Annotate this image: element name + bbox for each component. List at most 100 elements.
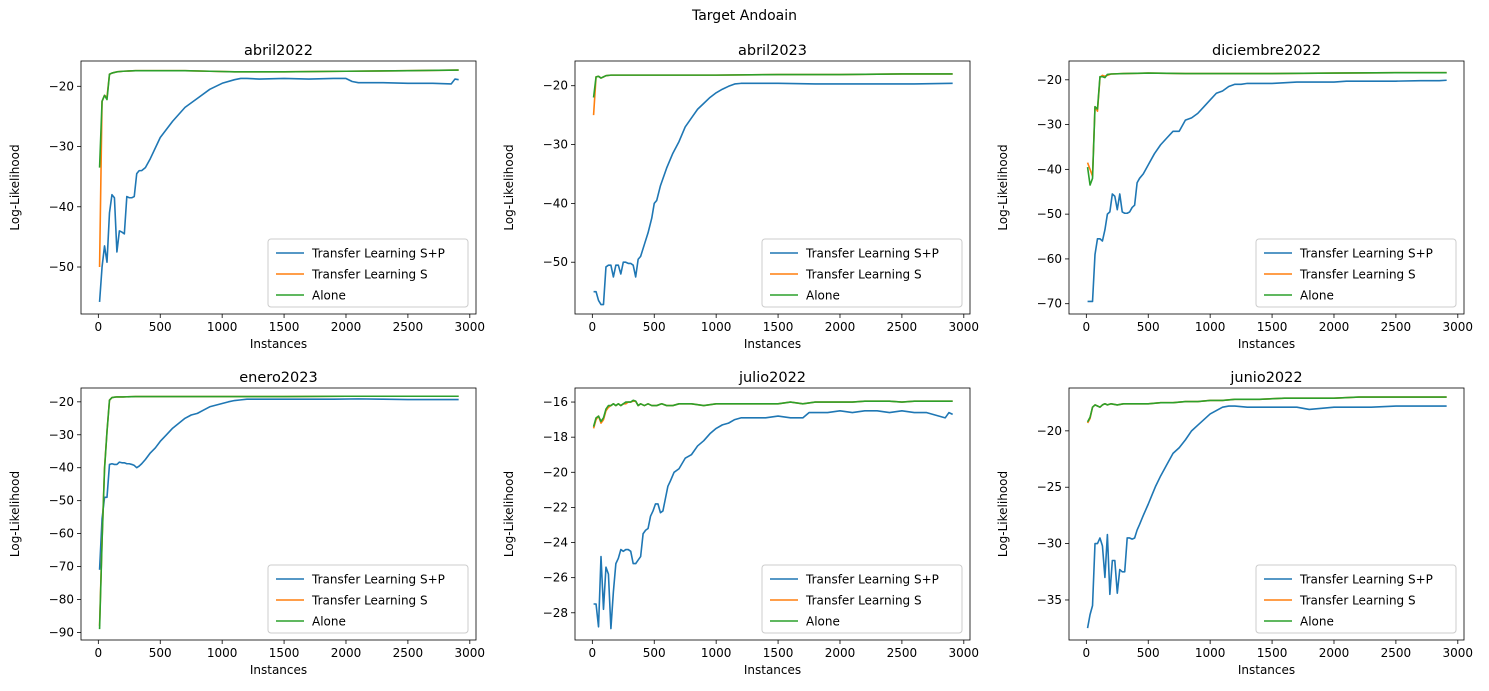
- y-tick-label: −40: [49, 200, 74, 214]
- x-tick-label: 2000: [331, 646, 362, 660]
- axes-frame: [80, 387, 477, 641]
- y-tick-label: −50: [543, 255, 568, 269]
- x-tick-label: 2000: [331, 320, 362, 334]
- y-tick-label: −20: [49, 395, 74, 409]
- legend: Transfer Learning S+P Transfer Learning S…: [267, 238, 469, 308]
- legend-entry: Transfer Learning S+P: [1299, 247, 1433, 261]
- x-tick-label: 2000: [1319, 320, 1350, 334]
- series-line-tl-s: [98, 69, 459, 268]
- y-tick-label: −22: [543, 500, 568, 514]
- series-line-tl-sp: [593, 410, 954, 630]
- x-tick-label: 2000: [825, 646, 856, 660]
- series-line-alone: [592, 399, 953, 427]
- x-axis-label: Instances: [1238, 337, 1295, 351]
- x-tick-label: 3000: [1443, 320, 1474, 334]
- y-axis-label: Log-Likelihood: [996, 144, 1010, 230]
- legend-entry: Transfer Learning S: [311, 594, 428, 608]
- series-line-tl-sp: [98, 77, 459, 303]
- x-tick-label: 2500: [393, 320, 424, 334]
- axes-frame: [574, 387, 971, 641]
- y-tick-label: −80: [49, 592, 74, 606]
- x-axis-label: Instances: [744, 663, 801, 677]
- series-line-tl-sp: [1086, 405, 1447, 629]
- legend-entry: Alone: [312, 289, 346, 303]
- legend-entry: Transfer Learning S+P: [805, 247, 939, 261]
- y-tick-label: −18: [543, 430, 568, 444]
- y-tick-label: −20: [543, 465, 568, 479]
- subplot-enero2023: 0 500 1000 1500 2000 2500 3000 −90 −80 −70 −60 −50 −…: [8, 370, 485, 677]
- legend-box: [761, 238, 963, 308]
- legend: Transfer Learning S+P Transfer Learning S…: [267, 564, 469, 634]
- legend: Transfer Learning S+P Transfer Learning S…: [1255, 238, 1457, 308]
- series-line-tl-s: [592, 73, 953, 116]
- x-tick-label: 1500: [763, 646, 794, 660]
- y-axis-label: Log-Likelihood: [502, 471, 516, 557]
- legend-entry: Transfer Learning S: [1299, 268, 1416, 282]
- y-tick-label: −40: [1037, 162, 1062, 176]
- y-tick-label: −90: [49, 625, 74, 639]
- x-tick-label: 0: [589, 646, 597, 660]
- y-tick-label: −40: [49, 461, 74, 475]
- y-tick-label: −50: [49, 260, 74, 274]
- y-tick-label: −25: [1037, 480, 1062, 494]
- x-tick-label: 3000: [455, 320, 486, 334]
- x-tick-label: 1500: [1257, 646, 1288, 660]
- legend-box: [1255, 238, 1457, 308]
- y-axis-label: Log-Likelihood: [8, 144, 22, 230]
- x-tick-label: 0: [95, 646, 103, 660]
- legend-box: [267, 238, 469, 308]
- axes-frame: [574, 60, 971, 315]
- x-tick-label: 2500: [1381, 646, 1412, 660]
- series-line-tl-s: [592, 400, 953, 429]
- x-tick-label: 2500: [393, 646, 424, 660]
- legend-entry: Transfer Learning S+P: [1299, 573, 1433, 587]
- subplot-title: junio2022: [1229, 370, 1302, 386]
- y-tick-label: −20: [543, 79, 568, 93]
- x-tick-label: 1000: [207, 646, 238, 660]
- axes-frame: [80, 60, 477, 315]
- x-tick-label: 0: [95, 320, 103, 334]
- axes-frame: [1068, 387, 1465, 641]
- y-axis-label: Log-Likelihood: [8, 471, 22, 557]
- y-tick-label: −28: [543, 606, 568, 620]
- x-tick-label: 500: [1137, 320, 1160, 334]
- subplot-abril2023: 0 500 1000 1500 2000 2500 3000 −50 −40 −30 −20 abri…: [502, 43, 979, 351]
- legend-entry: Transfer Learning S+P: [311, 247, 445, 261]
- y-tick-label: −30: [1037, 537, 1062, 551]
- y-tick-label: −30: [543, 138, 568, 152]
- subplot-title: julio2022: [738, 370, 806, 386]
- x-tick-label: 1000: [701, 646, 732, 660]
- x-axis-label: Instances: [250, 663, 307, 677]
- legend-box: [761, 564, 963, 634]
- x-tick-label: 1500: [269, 646, 300, 660]
- x-tick-label: 2500: [887, 320, 918, 334]
- x-axis-label: Instances: [744, 337, 801, 351]
- x-tick-label: 1000: [207, 320, 238, 334]
- y-tick-label: −30: [49, 140, 74, 154]
- y-axis-label: Log-Likelihood: [502, 144, 516, 230]
- legend-entry: Transfer Learning S+P: [311, 573, 445, 587]
- series-line-tl-sp: [98, 398, 459, 570]
- y-tick-label: −24: [543, 536, 568, 550]
- x-tick-label: 3000: [949, 646, 980, 660]
- x-tick-label: 1000: [1195, 320, 1226, 334]
- x-tick-label: 2000: [825, 320, 856, 334]
- subplot-title: enero2023: [239, 370, 317, 386]
- legend-entry: Transfer Learning S+P: [805, 573, 939, 587]
- subplot-abril2022: 0 500 1000 1500 2000 2500 3000 −50 −40 −30 −20 abri…: [8, 43, 485, 351]
- x-tick-label: 3000: [1443, 646, 1474, 660]
- legend-entry: Transfer Learning S: [805, 268, 922, 282]
- x-tick-label: 500: [643, 646, 666, 660]
- series-line-alone: [98, 69, 459, 168]
- legend-entry: Transfer Learning S: [805, 594, 922, 608]
- y-tick-label: −16: [543, 395, 568, 409]
- x-tick-label: 500: [1137, 646, 1160, 660]
- x-tick-label: 1500: [1257, 320, 1288, 334]
- subplot-diciembre2022: 0 500 1000 1500 2000 2500 3000 −70 −60 −50 −40 −30 −…: [996, 43, 1473, 351]
- x-tick-label: 0: [1083, 646, 1091, 660]
- y-tick-label: −50: [1037, 207, 1062, 221]
- y-tick-label: −70: [1037, 297, 1062, 311]
- axes-frame: [1068, 60, 1465, 315]
- y-tick-label: −60: [1037, 252, 1062, 266]
